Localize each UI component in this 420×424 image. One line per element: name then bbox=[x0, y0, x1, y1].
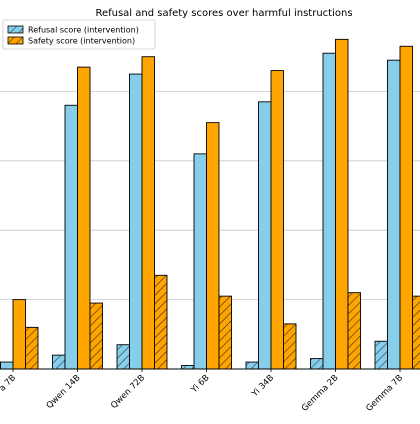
bars bbox=[0, 39, 420, 369]
chart-title: Refusal and safety scores over harmful i… bbox=[95, 8, 352, 19]
bar-llama-7b-series-0 bbox=[1, 362, 14, 369]
bar-qwen-72b-series-0 bbox=[130, 74, 143, 369]
legend: Refusal score (intervention) Safety score… bbox=[3, 20, 155, 49]
bar-gemma-2b-series-2 bbox=[311, 359, 324, 369]
bar-qwen-14b-series-2 bbox=[53, 355, 66, 369]
x-tick-label-4: Yi 34B bbox=[250, 373, 277, 400]
x-tick-label-3: Yi 6B bbox=[189, 373, 212, 396]
bar-qwen-72b-series-1 bbox=[142, 57, 155, 369]
bar-qwen-72b-series-3 bbox=[155, 275, 168, 369]
bar-llama-7b-series-3 bbox=[26, 327, 39, 369]
bar-yi-6b-series-2 bbox=[182, 366, 195, 369]
bar-gemma-2b-series-3 bbox=[348, 293, 361, 369]
bar-gemma-7b-series-0 bbox=[388, 60, 401, 369]
bar-gemma-7b-series-3 bbox=[413, 296, 420, 369]
legend-label-1: Safety score (intervention) bbox=[28, 37, 135, 46]
bar-llama-7b-series-1 bbox=[13, 300, 26, 369]
bar-qwen-14b-series-0 bbox=[65, 105, 78, 369]
bar-qwen-14b-series-1 bbox=[78, 67, 91, 369]
bar-gemma-2b-series-0 bbox=[323, 53, 336, 369]
legend-swatch-1 bbox=[8, 37, 23, 44]
bar-qwen-72b-series-2 bbox=[117, 345, 130, 369]
bar-gemma-7b-series-1 bbox=[400, 46, 413, 369]
bar-yi-34b-series-2 bbox=[246, 362, 259, 369]
legend-label-0: Refusal score (intervention) bbox=[28, 26, 139, 35]
x-tick-label-1: Qwen 14B bbox=[45, 373, 83, 411]
legend-swatch-0 bbox=[8, 26, 23, 33]
bar-yi-6b-series-1 bbox=[207, 123, 220, 369]
x-tick-label-2: Qwen 72B bbox=[109, 373, 147, 411]
bar-yi-34b-series-3 bbox=[284, 324, 297, 369]
bar-yi-34b-series-0 bbox=[259, 102, 272, 369]
x-tick-labels: a 7B Qwen 14B Qwen 72B Yi 6B Yi 34B Gemma 2B G… bbox=[0, 369, 405, 414]
bar-gemma-2b-series-1 bbox=[336, 39, 349, 369]
x-tick-label-5: Gemma 2B bbox=[300, 373, 341, 414]
bar-yi-34b-series-1 bbox=[271, 71, 284, 369]
x-tick-label-0: a 7B bbox=[0, 373, 18, 394]
bar-qwen-14b-series-3 bbox=[90, 303, 103, 369]
x-tick-label-6: Gemma 7B bbox=[364, 373, 405, 414]
bar-gemma-7b-series-2 bbox=[375, 341, 388, 369]
bar-yi-6b-series-0 bbox=[194, 154, 207, 369]
bar-yi-6b-series-3 bbox=[219, 296, 232, 369]
